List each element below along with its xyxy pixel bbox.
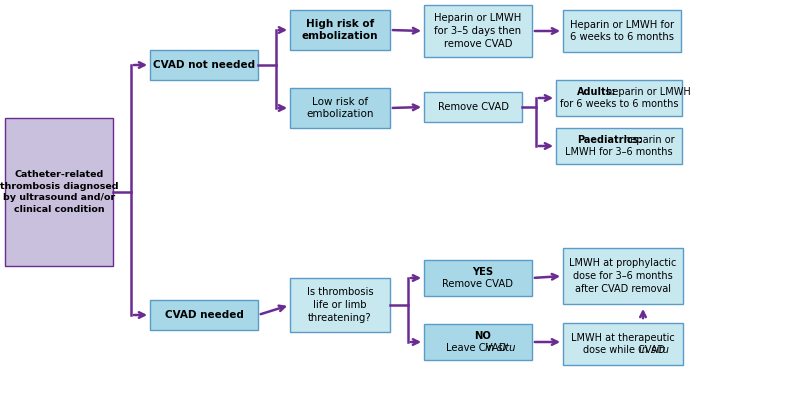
Text: for 6 weeks to 6 months: for 6 weeks to 6 months [560, 99, 678, 109]
FancyBboxPatch shape [424, 260, 532, 296]
Text: Heparin or LMWH for
6 weeks to 6 months: Heparin or LMWH for 6 weeks to 6 months [570, 20, 674, 42]
FancyBboxPatch shape [150, 300, 258, 330]
FancyBboxPatch shape [563, 248, 683, 304]
Text: Remove CVAD: Remove CVAD [438, 102, 508, 112]
Text: CVAD needed: CVAD needed [165, 310, 243, 320]
Text: NO: NO [474, 331, 491, 340]
FancyBboxPatch shape [150, 50, 258, 80]
Text: Heparin or LMWH
for 3–5 days then
remove CVAD: Heparin or LMWH for 3–5 days then remove… [435, 13, 522, 49]
FancyBboxPatch shape [424, 5, 532, 57]
Text: Low risk of
embolization: Low risk of embolization [306, 97, 374, 119]
FancyBboxPatch shape [424, 92, 522, 122]
Text: heparin or: heparin or [621, 135, 674, 145]
Text: dose while CVAD: dose while CVAD [583, 345, 668, 355]
Text: High risk of
embolization: High risk of embolization [302, 18, 378, 41]
FancyBboxPatch shape [290, 10, 390, 50]
Text: in situ: in situ [485, 343, 515, 353]
Text: LMWH for 3–6 months: LMWH for 3–6 months [565, 147, 672, 157]
FancyBboxPatch shape [424, 324, 532, 360]
Text: LMWH at therapeutic: LMWH at therapeutic [571, 333, 675, 343]
Text: Adults:: Adults: [577, 87, 616, 97]
Text: YES: YES [473, 266, 493, 277]
Text: in situ: in situ [638, 345, 668, 355]
Text: Leave CVAD: Leave CVAD [446, 343, 509, 353]
FancyBboxPatch shape [556, 128, 682, 164]
Text: Catheter-related
thrombosis diagnosed
by ultrasound and/or
clinical condition: Catheter-related thrombosis diagnosed by… [0, 170, 118, 214]
FancyBboxPatch shape [290, 278, 390, 332]
FancyBboxPatch shape [290, 88, 390, 128]
Text: heparin or LMWH: heparin or LMWH [603, 87, 691, 97]
Text: LMWH at prophylactic
dose for 3–6 months
after CVAD removal: LMWH at prophylactic dose for 3–6 months… [569, 258, 676, 294]
Text: Remove CVAD: Remove CVAD [442, 279, 514, 290]
FancyBboxPatch shape [563, 10, 681, 52]
FancyBboxPatch shape [5, 118, 113, 266]
FancyBboxPatch shape [556, 80, 682, 116]
Text: CVAD not needed: CVAD not needed [153, 60, 255, 70]
FancyBboxPatch shape [563, 323, 683, 365]
Text: Is thrombosis
life or limb
threatening?: Is thrombosis life or limb threatening? [307, 287, 374, 323]
Text: Paediatrics:: Paediatrics: [577, 135, 642, 145]
